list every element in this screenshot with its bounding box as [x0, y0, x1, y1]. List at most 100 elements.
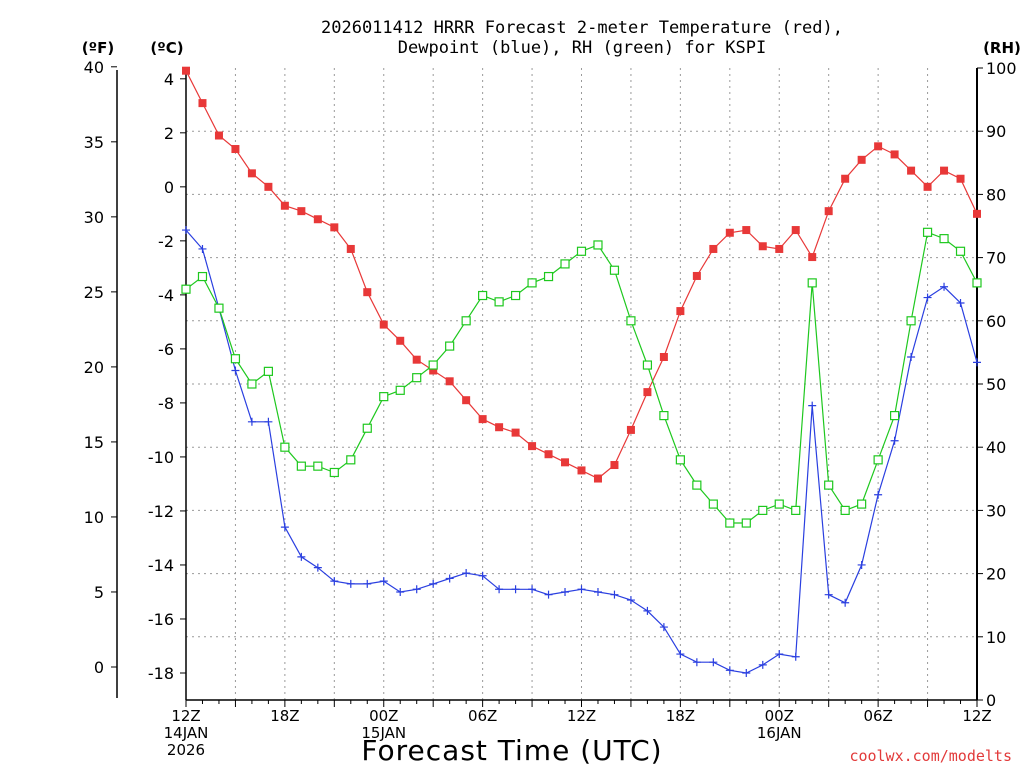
temperature-point	[824, 207, 833, 216]
rh-point	[346, 455, 356, 465]
temperature-point	[577, 466, 586, 475]
temperature-point	[396, 336, 405, 345]
fahrenheit-tick-label: 20	[84, 358, 104, 377]
dewpoint-point	[857, 560, 866, 569]
x-tick-label: 18Z	[270, 707, 299, 725]
dewpoint-point	[247, 417, 256, 426]
temperature-point	[462, 396, 471, 405]
rh-point	[626, 316, 636, 326]
dewpoint-point	[396, 587, 405, 596]
rh-point	[527, 278, 537, 288]
celsius-tick-label: -4	[158, 286, 174, 305]
rh-tick-label: 0	[986, 691, 996, 710]
rh-point	[280, 442, 290, 452]
temperature-point	[280, 201, 289, 210]
x-axis-title: Forecast Time (UTC)	[361, 734, 662, 767]
temperature-point	[659, 352, 668, 361]
temperature-point	[610, 461, 619, 470]
rh-point	[494, 297, 504, 307]
dewpoint-point	[725, 666, 734, 675]
dewpoint-point	[775, 650, 784, 659]
chart-title: 2026011412 HRRR Forecast 2-meter Tempera…	[321, 18, 843, 58]
x-tick-label: 16JAN	[757, 724, 802, 742]
rh-point	[659, 411, 669, 421]
rh-point	[692, 480, 702, 490]
rh-point	[725, 518, 735, 528]
temperature-point	[758, 242, 767, 251]
temperature-point	[445, 377, 454, 386]
rh-series	[181, 227, 982, 528]
fahrenheit-tick-label: 25	[84, 283, 104, 302]
dewpoint-point	[874, 490, 883, 499]
series	[181, 66, 982, 677]
rh-point	[543, 271, 554, 282]
rh-point	[313, 461, 323, 471]
rh-point	[181, 284, 191, 294]
rh-point	[922, 227, 933, 237]
celsius-tick-label: 2	[164, 124, 174, 143]
celsius-tick-label: -10	[148, 448, 174, 467]
dewpoint-point	[330, 577, 339, 586]
rh-point	[395, 385, 405, 395]
fahrenheit-tick-label: 5	[94, 583, 104, 602]
temperature-point	[923, 182, 932, 191]
x-tick-label: 18Z	[666, 707, 695, 725]
rh-point	[840, 505, 850, 515]
dewpoint-point	[758, 660, 767, 669]
rh-unit-label: (RH)	[983, 39, 1021, 57]
rh-point	[412, 373, 422, 383]
dewpoint-point	[363, 579, 372, 588]
celsius-tick-label: 4	[164, 70, 174, 89]
rh-tick-label: 70	[986, 249, 1006, 268]
celsius-tick-label: -6	[158, 340, 174, 359]
rh-point	[428, 360, 438, 370]
temperature-point	[940, 166, 949, 175]
dewpoint-point	[676, 650, 685, 659]
temperature-point	[857, 155, 866, 164]
dewpoint-point	[412, 585, 421, 594]
rh-point	[890, 411, 900, 421]
dewpoint-point	[511, 585, 520, 594]
rh-point	[642, 360, 653, 370]
fahrenheit-tick-label: 30	[84, 208, 104, 227]
dewpoint-point	[808, 401, 817, 410]
dewpoint-point	[824, 590, 833, 599]
dewpoint-point	[462, 569, 471, 578]
temperature-point	[808, 253, 817, 262]
celsius-tick-label: 0	[164, 178, 174, 197]
temperature-point	[890, 150, 899, 159]
temperature-point	[692, 271, 701, 280]
temperature-point	[313, 215, 322, 224]
celsius-tick-label: -8	[158, 394, 174, 413]
rh-point	[445, 341, 455, 351]
dewpoint-point	[709, 658, 718, 667]
rh-point	[560, 259, 570, 269]
x-tick-label: 00Z	[765, 707, 794, 725]
fahrenheit-tick-label: 10	[84, 508, 104, 527]
dewpoint-point	[198, 244, 207, 253]
chart-title-line-2: Dewpoint (blue), RH (green) for KSPI	[398, 38, 766, 58]
temperature-point	[676, 307, 685, 316]
rh-tick-label: 50	[986, 375, 1006, 394]
temperature-point	[412, 355, 421, 364]
temperature-point	[725, 228, 734, 237]
celsius-tick-label: -2	[158, 232, 174, 251]
rh-tick-label: 20	[986, 565, 1006, 584]
temperature-point	[709, 244, 718, 253]
temperature-point	[346, 244, 355, 253]
rh-point	[791, 505, 801, 515]
dewpoint-point	[940, 282, 949, 291]
temperature-point	[973, 209, 981, 218]
dewpoint-point	[610, 590, 619, 599]
temperature-point	[907, 166, 916, 175]
x-tick-label: 12Z	[171, 707, 200, 725]
rh-point	[362, 423, 372, 433]
rh-point	[708, 499, 718, 509]
fahrenheit-tick-label: 15	[84, 433, 104, 452]
rh-point	[576, 246, 587, 256]
rh-point	[247, 379, 257, 389]
dewpoint-point	[379, 577, 388, 586]
temperature-point	[264, 182, 273, 191]
temperature-point	[231, 145, 240, 154]
